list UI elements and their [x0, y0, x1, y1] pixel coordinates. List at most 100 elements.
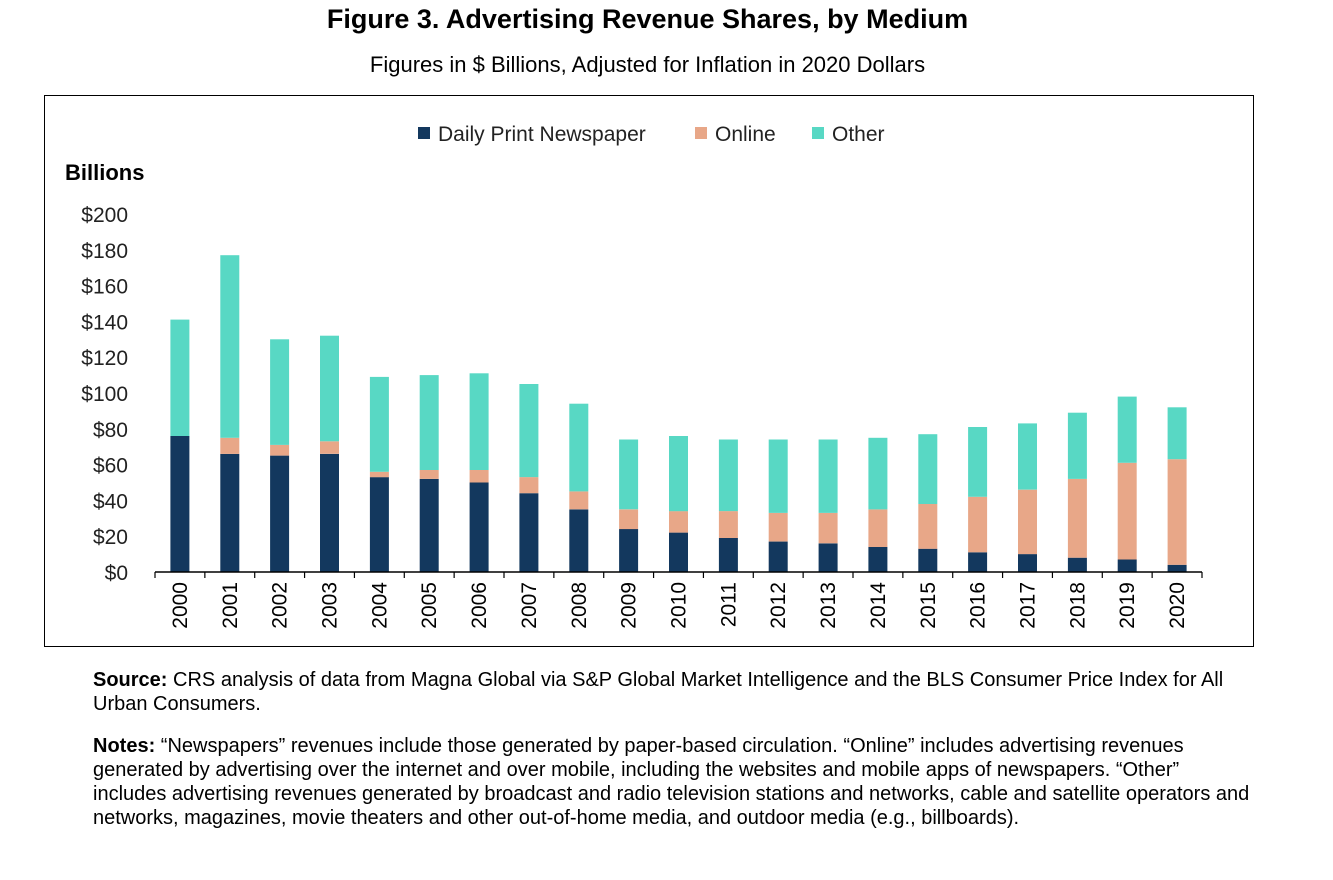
x-tick-label: 2005 — [418, 582, 441, 629]
bar-2005-series-2 — [419, 375, 439, 470]
bar-2006-series-2 — [469, 373, 489, 470]
x-tick-label: 2002 — [269, 582, 292, 629]
bar-2003-series-1 — [320, 441, 339, 454]
y-tick-label: $120 — [81, 347, 128, 370]
y-tick-label: $140 — [81, 311, 128, 334]
bar-2018-series-0 — [1067, 557, 1087, 572]
x-tick-label: 2014 — [867, 582, 890, 629]
bar-2010-series-2 — [669, 436, 688, 512]
bar-2010-series-1 — [669, 511, 688, 533]
bar-2014-series-2 — [868, 437, 888, 510]
bar-2007-series-2 — [519, 384, 539, 478]
bar-2006-series-1 — [469, 470, 489, 483]
bar-2016-series-0 — [968, 552, 988, 572]
bar-2008-series-1 — [569, 491, 589, 510]
x-tick-label: 2020 — [1166, 582, 1189, 629]
y-axis-ticks: $0 $20 $40 $60 $80 $100 $120 $140 $160 $180 $200 — [81, 204, 128, 585]
x-tick-label: 2004 — [368, 582, 391, 629]
x-tick-label: 2010 — [668, 582, 691, 629]
bar-2003-series-0 — [320, 453, 339, 572]
x-axis: 2000 2001 2002 2003 2004 2005 2006 2007 2008 2009… — [154, 571, 1203, 629]
bar-2000-series-0 — [170, 436, 190, 572]
bar-2015-series-1 — [918, 504, 938, 549]
bar-2000-series-2 — [170, 319, 190, 436]
x-tick-label: 2006 — [468, 582, 491, 629]
y-tick-label: $180 — [81, 240, 128, 263]
bar-2011-series-2 — [718, 439, 738, 512]
bar-2019-series-0 — [1117, 559, 1137, 572]
bar-2017-series-0 — [1018, 554, 1037, 572]
bar-2001-series-2 — [220, 255, 240, 438]
bar-2017-series-2 — [1018, 423, 1037, 490]
bar-2004-series-2 — [369, 376, 389, 472]
bar-2006-series-0 — [469, 482, 489, 572]
bar-2009-series-1 — [619, 509, 639, 530]
bar-2005-series-0 — [419, 478, 439, 572]
x-tick-label: 2003 — [319, 582, 342, 629]
bar-2013-series-2 — [818, 439, 838, 513]
bar-2004-series-0 — [369, 477, 389, 572]
x-tick-label: 2018 — [1066, 582, 1089, 629]
bar-2020-series-1 — [1167, 459, 1187, 565]
notes-note: Notes: “Newspapers” revenues include tho… — [93, 734, 1253, 830]
bar-2007-series-1 — [519, 477, 539, 494]
bar-2003-series-2 — [320, 335, 339, 442]
bar-2005-series-1 — [419, 470, 439, 479]
legend-swatch-0 — [418, 127, 430, 139]
bar-2016-series-2 — [968, 427, 988, 497]
y-tick-label: $40 — [93, 490, 128, 513]
x-tick-label: 2001 — [219, 582, 242, 629]
bar-2010-series-0 — [669, 532, 688, 572]
source-label: Source: — [93, 669, 168, 691]
notes-text: “Newspapers” revenues include those gene… — [93, 735, 1250, 829]
bar-2012-series-2 — [768, 439, 788, 513]
y-tick-label: $60 — [93, 455, 128, 478]
bar-2012-series-0 — [768, 541, 788, 572]
x-tick-label: 2017 — [1017, 582, 1040, 629]
y-tick-label: $80 — [93, 419, 128, 442]
bar-2009-series-2 — [619, 439, 639, 510]
bar-2002-series-1 — [270, 444, 290, 456]
bar-2014-series-1 — [868, 509, 888, 547]
bar-2015-series-2 — [918, 434, 938, 504]
y-tick-label: $200 — [81, 204, 128, 227]
notes-label: Notes: — [93, 735, 156, 757]
x-tick-label: 2016 — [967, 582, 990, 629]
bar-2013-series-0 — [818, 543, 838, 572]
figure-title: Figure 3. Advertising Revenue Shares, by… — [326, 4, 969, 34]
legend-label-0: Daily Print Newspaper — [438, 123, 646, 146]
figure-subtitle: Figures in $ Billions, Adjusted for Infl… — [369, 52, 926, 77]
bar-2001-series-1 — [220, 437, 240, 454]
bar-2018-series-2 — [1067, 412, 1087, 479]
bar-2002-series-2 — [270, 339, 290, 445]
bar-2007-series-0 — [519, 493, 539, 572]
y-tick-label: $20 — [93, 526, 128, 549]
bar-2020-series-2 — [1167, 407, 1187, 460]
bar-2011-series-1 — [718, 511, 738, 538]
bar-2019-series-1 — [1117, 462, 1137, 560]
bar-2017-series-1 — [1018, 489, 1037, 555]
bar-2004-series-1 — [369, 471, 389, 478]
bar-2013-series-1 — [818, 512, 838, 544]
y-axis-unit-label: Billions — [65, 160, 144, 185]
x-tick-label: 2011 — [717, 582, 740, 627]
x-tick-label: 2009 — [618, 582, 641, 629]
bar-2008-series-0 — [569, 509, 589, 572]
bar-2009-series-0 — [619, 529, 639, 572]
x-tick-label: 2019 — [1116, 582, 1139, 629]
bar-2020-series-0 — [1167, 564, 1187, 572]
y-tick-label: $0 — [105, 562, 128, 585]
x-tick-label: 2013 — [817, 582, 840, 629]
bar-2015-series-0 — [918, 548, 938, 572]
source-note: Source: CRS analysis of data from Magna … — [93, 668, 1253, 716]
bar-2014-series-0 — [868, 546, 888, 572]
x-tick-label: 2015 — [917, 582, 940, 629]
chart-frame: Daily Print Newspaper Online Other Billion… — [44, 95, 1254, 647]
legend-label-1: Online — [715, 123, 776, 146]
legend: Daily Print Newspaper Online Other — [418, 123, 885, 146]
bar-2002-series-0 — [270, 455, 290, 572]
bar-2012-series-1 — [768, 512, 788, 542]
bar-2011-series-0 — [718, 538, 738, 572]
bar-2019-series-2 — [1117, 396, 1137, 463]
x-tick-label: 2007 — [518, 582, 541, 629]
